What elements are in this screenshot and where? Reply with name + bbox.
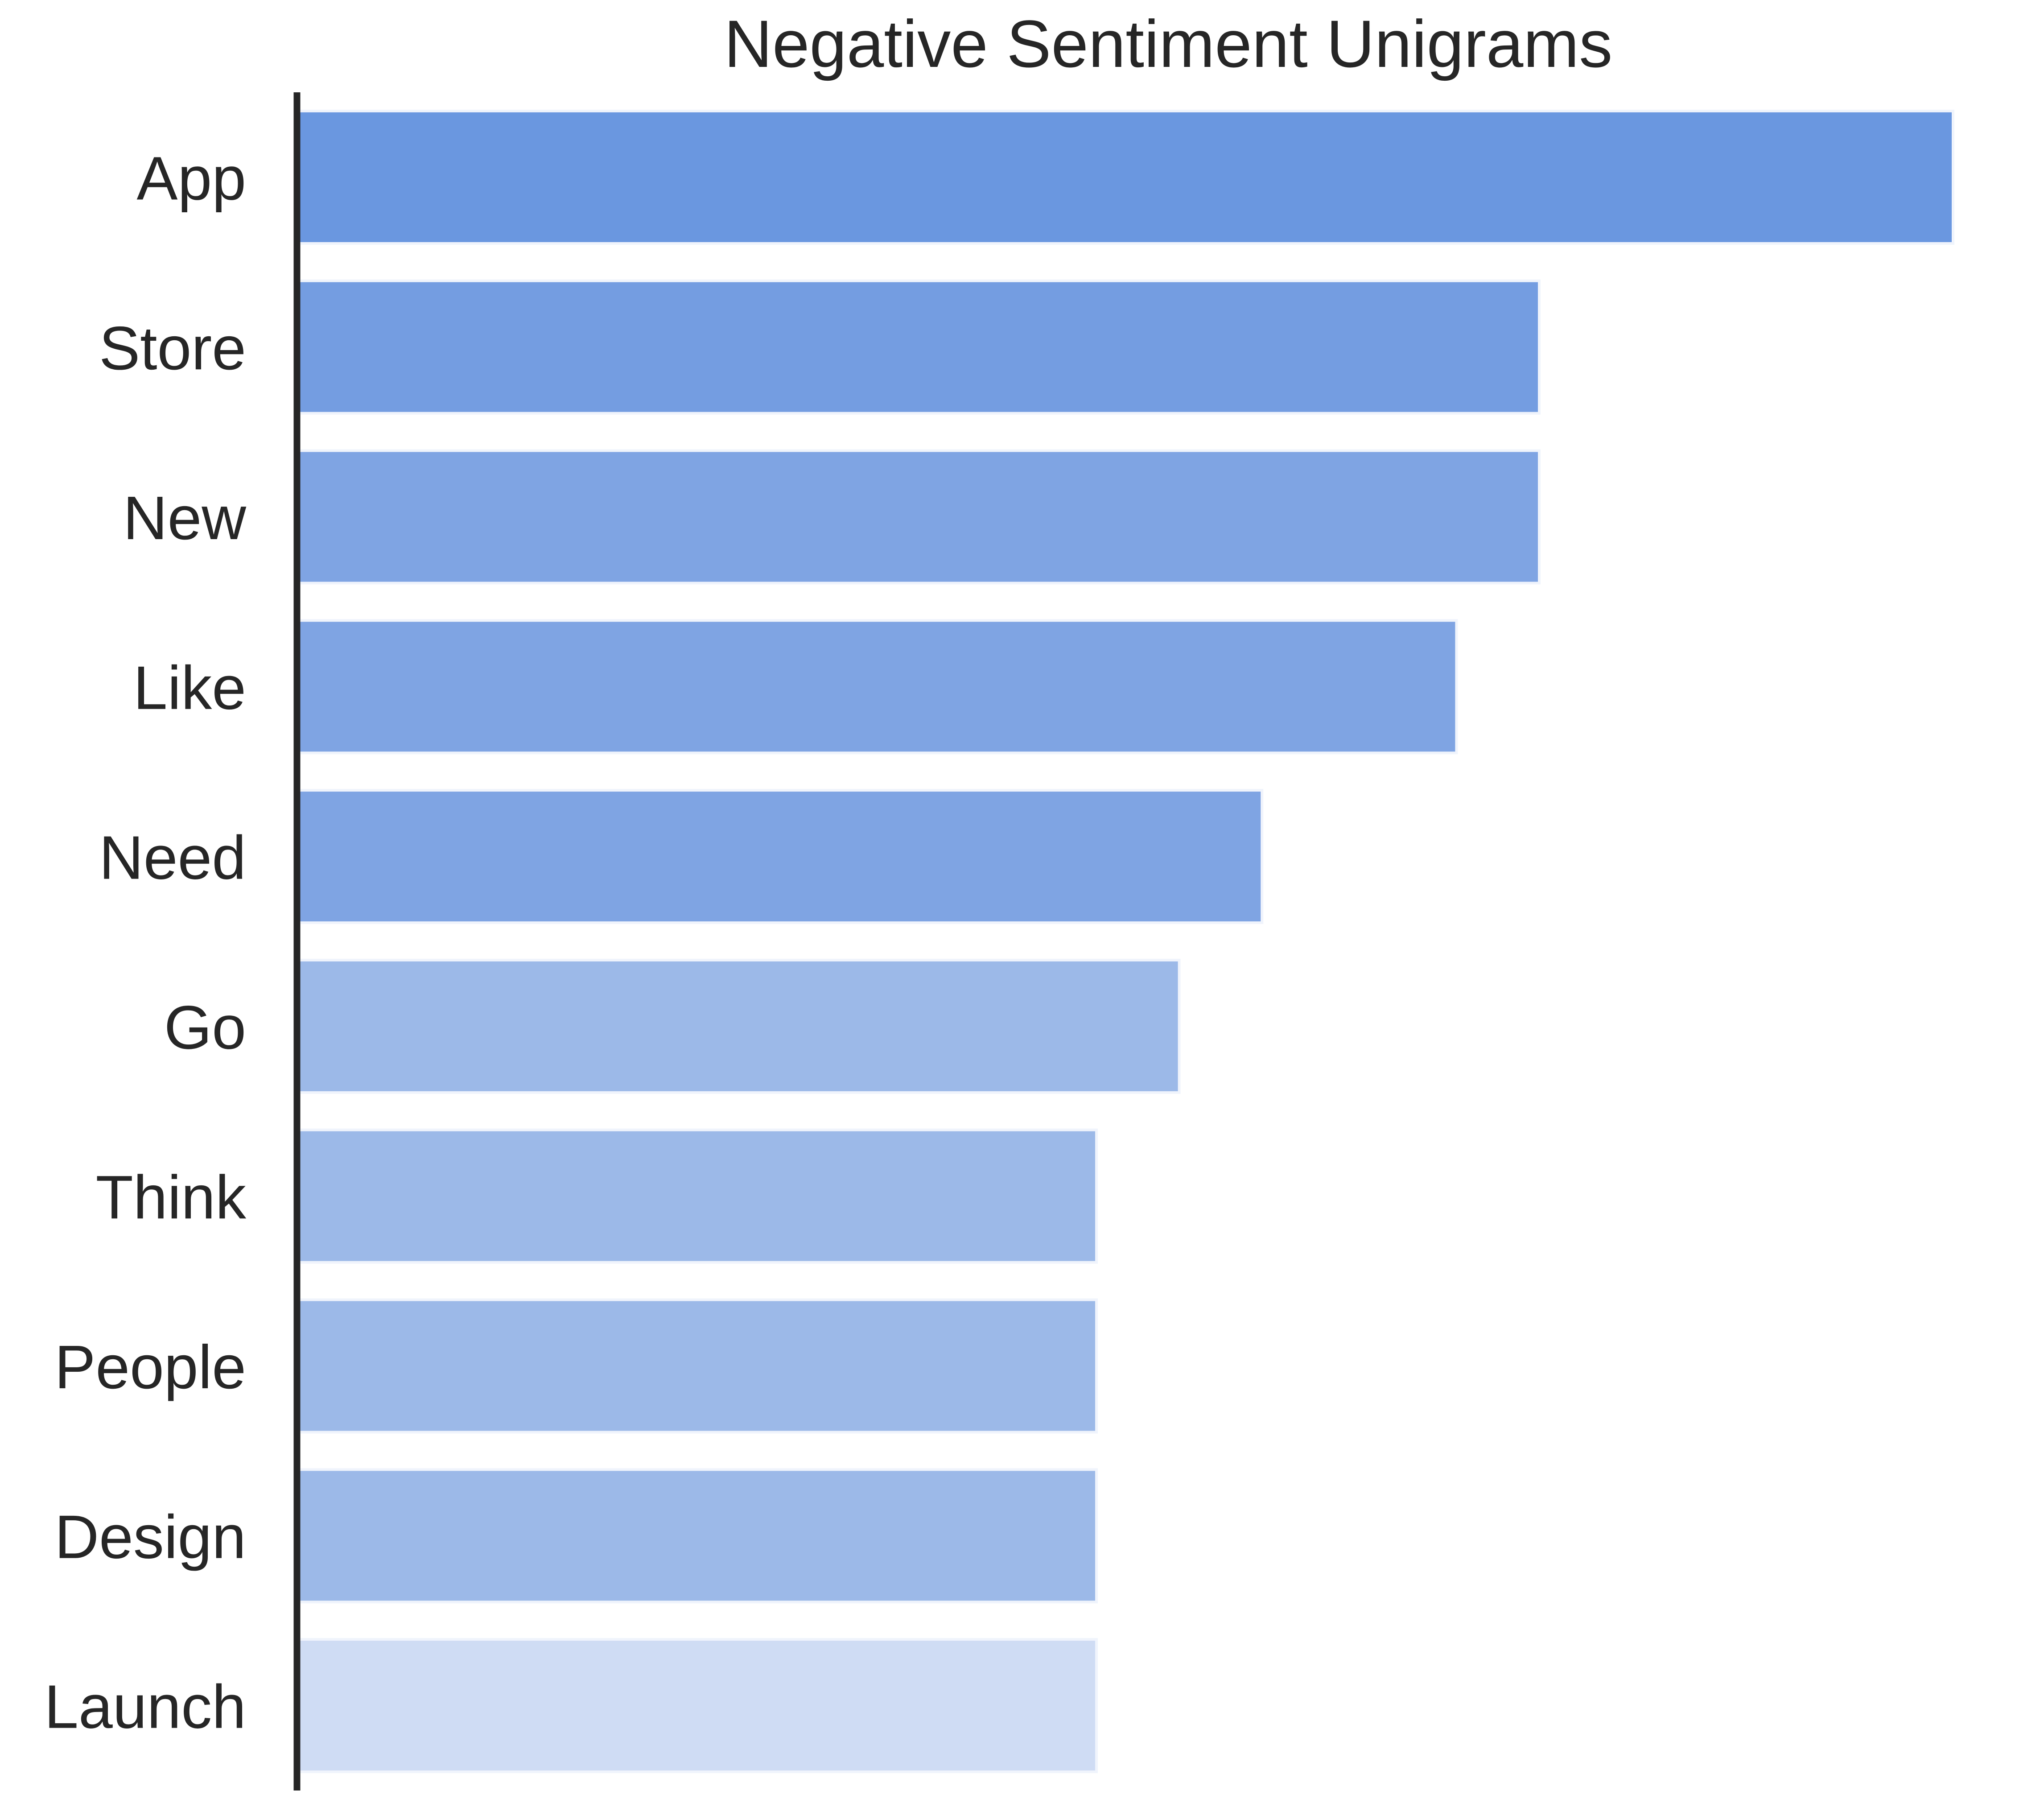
bars-group [297,109,1954,1774]
bar-people [297,1298,1098,1434]
bar-launch [297,1638,1098,1774]
bar-new [297,449,1541,585]
bar-like [297,619,1458,755]
y-tick-label-go: Go [164,993,246,1062]
y-tick-label-design: Design [54,1503,246,1572]
bar-need [297,789,1264,924]
chart-title: Negative Sentiment Unigrams [724,6,1613,81]
y-tick-label-people: People [54,1333,246,1402]
y-tick-labels: App Store New Like Need Go Think People Design La… [44,144,247,1741]
y-tick-label-store: Store [99,314,246,383]
y-tick-label-app: App [136,144,246,213]
bar-app [297,109,1954,245]
y-tick-label-need: Need [99,824,246,892]
bar-design [297,1468,1098,1604]
y-tick-label-new: New [123,484,246,553]
y-tick-label-launch: Launch [44,1673,246,1741]
bar-think [297,1128,1098,1264]
bar-store [297,279,1541,415]
y-tick-label-think: Think [96,1163,247,1232]
y-tick-label-like: Like [133,654,246,722]
bar-go [297,958,1181,1094]
